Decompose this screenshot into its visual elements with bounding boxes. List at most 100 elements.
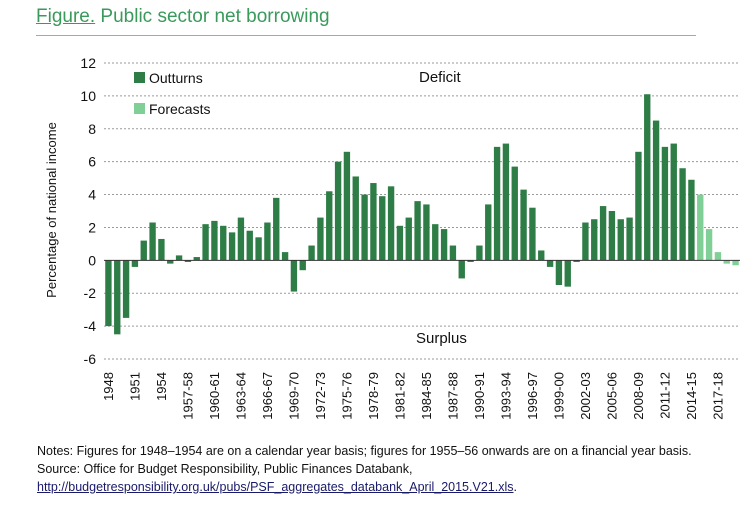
bar-outturn-2010-11 — [652, 120, 660, 261]
bar-outturn-2006-07 — [617, 219, 624, 261]
bar-outturn-1979-80 — [379, 196, 386, 261]
title-divider — [36, 35, 696, 36]
bar-outturn-1964-65 — [246, 230, 253, 261]
bar-outturn-1981-82 — [396, 225, 404, 261]
x-tick-label: 1996-97 — [525, 372, 540, 420]
bar-outturn-1956-57 — [175, 255, 183, 261]
x-tick-label: 1999-00 — [551, 372, 566, 420]
bar-outturn-2012-13 — [670, 143, 677, 261]
y-tick-label: -2 — [84, 285, 97, 301]
y-tick-label: -6 — [84, 351, 97, 367]
bar-outturn-2003-04 — [591, 219, 598, 261]
x-tick-label: 1951 — [127, 372, 142, 401]
x-tick-label: 1972-73 — [313, 372, 328, 420]
bar-outturn-1990-91 — [476, 245, 483, 261]
y-axis-ticks: -6 -4 -2 0 2 4 6 8 10 12 — [80, 55, 96, 367]
borrowing-bar-chart: -6 -4 -2 0 2 4 6 8 10 12 1948 1951 1954 1957-58 1960-… — [44, 55, 740, 420]
legend-label-outturns: Outturns — [149, 70, 203, 86]
bar-outturn-2007-08 — [626, 217, 633, 261]
bar-outturn-1997-98 — [538, 250, 545, 261]
bar-outturn-1969-70 — [290, 260, 298, 292]
bar-outturn-1985-86 — [432, 224, 439, 261]
x-tick-label: 2008-09 — [631, 372, 646, 420]
bar-forecast-2018-19 — [723, 260, 730, 264]
source-link[interactable]: http://budgetresponsibility.org.uk/pubs/… — [37, 480, 514, 494]
bar-outturn-1986-87 — [440, 229, 448, 261]
legend-label-forecasts: Forecasts — [149, 101, 210, 117]
x-tick-label: 2017-18 — [710, 372, 725, 420]
annotation-deficit: Deficit — [419, 69, 462, 86]
bar-outturn-1952 — [140, 240, 147, 261]
x-tick-label: 1966-67 — [260, 372, 275, 420]
notes-text: Notes: Figures for 1948–1954 are on a ca… — [37, 444, 692, 458]
x-tick-label: 1990-91 — [472, 372, 487, 420]
bar-outturn-1957-58 — [184, 260, 192, 262]
gridlines — [104, 62, 740, 360]
source-link-line: http://budgetresponsibility.org.uk/pubs/… — [37, 478, 727, 496]
figure-title-prefix: Figure. — [36, 6, 96, 27]
bars — [105, 94, 739, 335]
y-tick-label: 6 — [88, 154, 96, 170]
y-tick-label: 2 — [88, 219, 96, 235]
x-tick-label: 1963-64 — [233, 372, 248, 420]
y-tick-label: 4 — [88, 187, 96, 203]
x-tick-label: 1981-82 — [392, 372, 407, 420]
bar-outturn-1954 — [158, 238, 165, 261]
bar-forecast-2015-16 — [697, 194, 704, 261]
source-text: Source: Office for Budget Responsibility… — [37, 462, 413, 476]
bar-outturn-1974-75 — [334, 161, 342, 261]
bar-outturn-2013-14 — [679, 168, 686, 261]
bar-outturn-1970-71 — [299, 260, 306, 271]
x-tick-label: 1987-88 — [445, 372, 460, 420]
bar-outturn-1982-83 — [405, 217, 412, 261]
y-axis-label: Percentage of national income — [44, 122, 59, 298]
bar-outturn-1995-96 — [520, 189, 527, 261]
bar-outturn-2005-06 — [608, 211, 616, 261]
bar-forecast-2019-20 — [732, 260, 739, 266]
bar-outturn-1996-97 — [529, 207, 536, 261]
y-tick-label: 12 — [80, 55, 96, 71]
bar-outturn-1967-68 — [273, 197, 280, 261]
annotation-surplus: Surplus — [416, 330, 467, 347]
bar-outturn-1989-90 — [467, 260, 474, 262]
bar-outturn-1977-78 — [361, 194, 368, 261]
bar-outturn-1972-73 — [317, 217, 324, 261]
y-tick-label: 0 — [88, 252, 96, 268]
x-tick-label: 1978-79 — [366, 372, 381, 420]
bar-outturn-1961-62 — [220, 225, 227, 261]
bar-outturn-2014-15 — [688, 179, 695, 261]
bar-outturn-1955-56 — [167, 260, 174, 264]
bar-outturn-1966-67 — [264, 222, 271, 261]
bar-outturn-2008-09 — [635, 151, 642, 261]
bar-outturn-1988-89 — [458, 260, 465, 279]
bar-outturn-1950 — [122, 260, 130, 318]
source-link-suffix: . — [513, 480, 517, 494]
bar-outturn-1951 — [131, 260, 139, 267]
x-tick-label: 1954 — [154, 372, 169, 401]
bar-outturn-1973-74 — [326, 191, 333, 261]
figure-title: Figure. Public sector net borrowing — [36, 6, 330, 28]
bar-outturn-1994-95 — [511, 166, 518, 261]
x-tick-label: 2005-06 — [604, 372, 619, 420]
bar-outturn-1962-63 — [228, 232, 236, 261]
bar-forecast-2016-17 — [705, 229, 713, 261]
legend-swatch-outturns — [134, 72, 145, 83]
legend-swatch-forecasts — [134, 103, 145, 114]
figure-title-text: Public sector net borrowing — [100, 6, 330, 27]
y-tick-label: 8 — [88, 121, 96, 137]
bar-outturn-1975-76 — [343, 151, 351, 261]
bar-outturn-1958-59 — [193, 257, 200, 261]
bar-outturn-2000-01 — [564, 260, 571, 287]
bar-outturn-2004-05 — [599, 206, 607, 261]
legend: Outturns Forecasts — [134, 70, 210, 117]
x-tick-label: 1993-94 — [498, 372, 513, 420]
x-tick-label: 1957-58 — [180, 372, 195, 420]
bar-outturn-1987-88 — [449, 245, 457, 261]
bar-outturn-1984-85 — [423, 204, 430, 261]
bar-outturn-1992-93 — [493, 146, 501, 261]
bar-outturn-1976-77 — [352, 176, 359, 261]
bar-outturn-2001-02 — [573, 260, 580, 262]
x-tick-label: 1984-85 — [419, 372, 434, 420]
bar-outturn-2011-12 — [661, 146, 669, 261]
bar-outturn-2002-03 — [582, 222, 589, 261]
